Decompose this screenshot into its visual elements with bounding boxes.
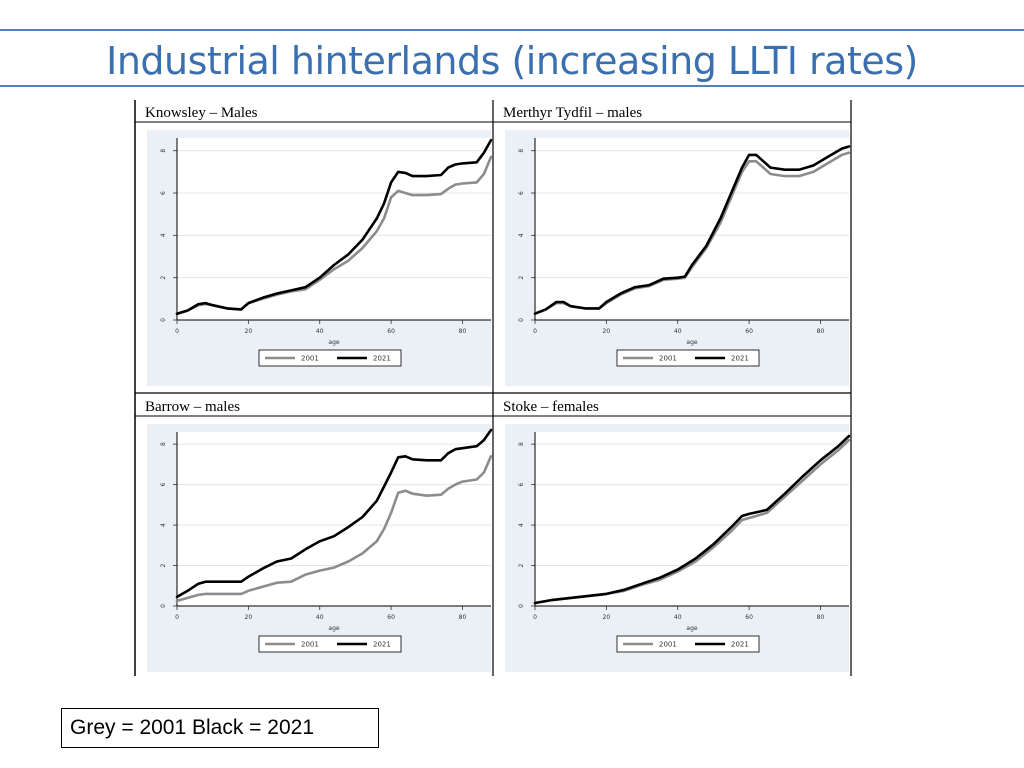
x-tick-label: 40 bbox=[316, 614, 324, 621]
legend-box bbox=[258, 635, 402, 653]
legend-label-2021: 2021 bbox=[373, 641, 391, 649]
y-tick-label: 6 bbox=[160, 483, 167, 487]
y-tick-label: 4 bbox=[518, 233, 525, 237]
x-axis-label: age bbox=[328, 339, 339, 346]
x-tick-label: 40 bbox=[316, 328, 324, 335]
series-line-2021 bbox=[533, 145, 851, 316]
y-tick-label: 4 bbox=[518, 523, 525, 527]
x-tick-label: 20 bbox=[245, 614, 253, 621]
legend-label-2001: 2001 bbox=[659, 355, 677, 363]
legend-note: Grey = 2001 Black = 2021 bbox=[61, 708, 379, 748]
x-tick-label: 80 bbox=[459, 328, 467, 335]
y-tick-label: 0 bbox=[160, 604, 167, 608]
x-tick-label: 40 bbox=[674, 614, 682, 621]
legend-label-2001: 2001 bbox=[301, 641, 319, 649]
panel-title: Merthyr Tydfil – males bbox=[503, 105, 642, 121]
x-tick-label: 60 bbox=[387, 328, 395, 335]
legend-box bbox=[616, 349, 760, 367]
y-tick-label: 8 bbox=[518, 442, 525, 446]
x-tick-label: 0 bbox=[175, 328, 179, 335]
x-tick-label: 60 bbox=[387, 614, 395, 621]
y-tick-label: 0 bbox=[518, 318, 525, 322]
x-tick-label: 0 bbox=[175, 614, 179, 621]
x-tick-label: 20 bbox=[603, 328, 611, 335]
plot-area bbox=[177, 138, 491, 320]
x-tick-label: 80 bbox=[459, 614, 467, 621]
y-tick-label: 6 bbox=[518, 191, 525, 195]
series-line-2021 bbox=[533, 434, 851, 605]
x-axis-label: age bbox=[686, 339, 697, 346]
series-line-2001 bbox=[175, 454, 493, 603]
y-tick-label: 2 bbox=[518, 563, 525, 567]
legend-label-2021: 2021 bbox=[373, 355, 391, 363]
x-tick-label: 40 bbox=[674, 328, 682, 335]
series-line-2021 bbox=[175, 428, 493, 599]
y-tick-label: 2 bbox=[160, 563, 167, 567]
x-tick-label: 0 bbox=[533, 328, 537, 335]
y-tick-label: 8 bbox=[160, 149, 167, 153]
y-tick-label: 2 bbox=[518, 276, 525, 280]
x-tick-label: 20 bbox=[603, 614, 611, 621]
x-axis-label: age bbox=[328, 625, 339, 632]
y-tick-label: 2 bbox=[160, 276, 167, 280]
title-bar: Industrial hinterlands (increasing LLTI … bbox=[0, 29, 1024, 87]
y-tick-label: 0 bbox=[518, 604, 525, 608]
legend-box bbox=[616, 635, 760, 653]
x-tick-label: 60 bbox=[745, 328, 753, 335]
series-line-2021 bbox=[175, 138, 493, 316]
y-tick-label: 8 bbox=[518, 149, 525, 153]
x-tick-label: 60 bbox=[745, 614, 753, 621]
x-tick-label: 0 bbox=[533, 614, 537, 621]
x-axis-label: age bbox=[686, 625, 697, 632]
legend-box bbox=[258, 349, 402, 367]
x-tick-label: 80 bbox=[817, 614, 825, 621]
y-tick-label: 0 bbox=[160, 318, 167, 322]
legend-label-2001: 2001 bbox=[301, 355, 319, 363]
y-tick-label: 6 bbox=[518, 483, 525, 487]
y-tick-label: 4 bbox=[160, 233, 167, 237]
slide-title: Industrial hinterlands (increasing LLTI … bbox=[106, 39, 918, 83]
legend-label-2001: 2001 bbox=[659, 641, 677, 649]
y-tick-label: 4 bbox=[160, 523, 167, 527]
x-tick-label: 80 bbox=[817, 328, 825, 335]
x-tick-label: 20 bbox=[245, 328, 253, 335]
y-tick-label: 6 bbox=[160, 191, 167, 195]
panel-title: Barrow – males bbox=[145, 399, 240, 415]
plot-area bbox=[535, 432, 849, 606]
panel-title: Stoke – females bbox=[503, 399, 599, 415]
legend-label-2021: 2021 bbox=[731, 355, 749, 363]
plot-area bbox=[535, 138, 849, 320]
legend-label-2021: 2021 bbox=[731, 641, 749, 649]
panel-title: Knowsley – Males bbox=[145, 105, 258, 121]
y-tick-label: 8 bbox=[160, 442, 167, 446]
